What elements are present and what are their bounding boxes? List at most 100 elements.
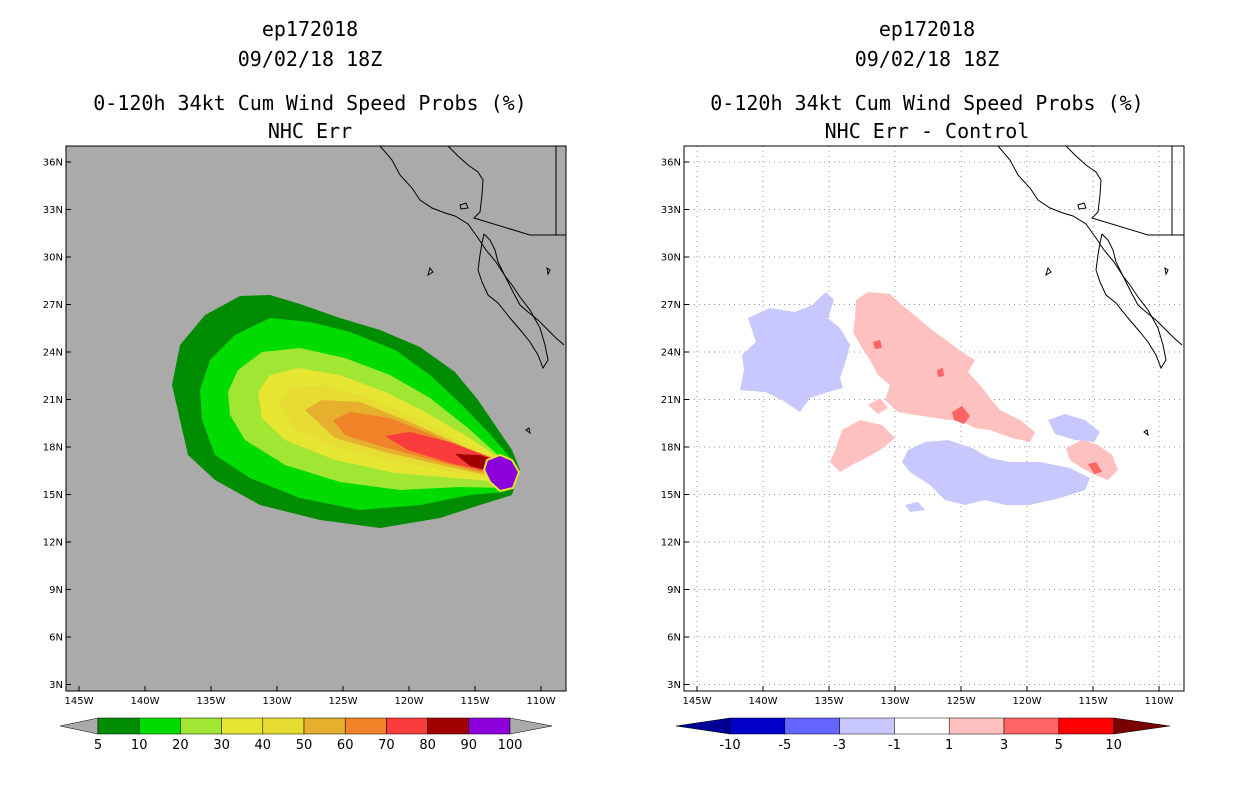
right-colorbar: -10 -5 -3 -1 1 3 5 10 xyxy=(675,717,1171,753)
left-colorbar-label: 70 xyxy=(378,738,395,753)
right-colorbar-label: -5 xyxy=(778,738,791,753)
left-colorbar-label: 30 xyxy=(213,738,230,753)
right-colorbar-label: 10 xyxy=(1105,738,1122,753)
left-lon-tick-label: 125W xyxy=(329,696,358,707)
left-colorbar-label: 5 xyxy=(94,738,102,753)
left-colorbar-swatch xyxy=(138,717,181,735)
right-lat-tick-label: 3N xyxy=(667,680,681,691)
left-lat-tick-label: 24N xyxy=(43,348,63,359)
left-lat-tick-label: 33N xyxy=(43,205,63,216)
right-colorbar-label: -10 xyxy=(719,738,740,753)
right-lat-tick-label: 6N xyxy=(667,633,681,644)
left-lon-tick-label: 110W xyxy=(527,696,556,707)
right-lat-tick-label: 9N xyxy=(667,585,681,596)
left-lon-tick-label: 115W xyxy=(461,696,490,707)
left-colorbar-swatch xyxy=(468,717,511,735)
right-map-background xyxy=(684,146,1184,691)
right-lon-tick-label: 130W xyxy=(881,696,910,707)
right-lon-tick-label: 120W xyxy=(1013,696,1042,707)
diff-negative-south xyxy=(902,440,1090,505)
right-coastline xyxy=(997,146,1184,437)
right-lat-tick-label: 36N xyxy=(661,158,681,169)
left-lat-tick-label: 27N xyxy=(43,300,63,311)
left-axis-ticks: 145W 140W 135W 130W 125W 120W 115W 110W 36N 33N 30… xyxy=(43,158,556,708)
left-colorbar-label: 10 xyxy=(131,738,148,753)
left-subtitle: NHC Err xyxy=(268,119,352,143)
diff-3pct-b xyxy=(873,340,882,349)
left-colorbar-label: 80 xyxy=(419,738,436,753)
left-lon-tick-label: 135W xyxy=(197,696,226,707)
right-colorbar-label: 1 xyxy=(945,738,953,753)
left-lon-tick-label: 120W xyxy=(395,696,424,707)
diff-3pct-a xyxy=(952,406,970,424)
left-lat-tick-label: 18N xyxy=(43,443,63,454)
right-lat-tick-label: 21N xyxy=(661,395,681,406)
left-lat-tick-label: 12N xyxy=(43,538,63,549)
diff-positive-east xyxy=(1066,440,1118,480)
right-lat-tick-label: 18N xyxy=(661,443,681,454)
right-colorbar-swatch xyxy=(1058,717,1114,735)
right-datetime: 09/02/18 18Z xyxy=(855,47,1000,71)
left-colorbar-label: 50 xyxy=(296,738,313,753)
right-colorbar-swatch xyxy=(948,717,1005,735)
left-panel: ep172018 09/02/18 18Z 0-120h 34kt Cum Wi… xyxy=(43,17,567,753)
left-lat-tick-label: 30N xyxy=(43,253,63,264)
left-colorbar-label: 40 xyxy=(255,738,272,753)
left-probability-field xyxy=(172,295,521,528)
right-panel: ep172018 09/02/18 18Z 0-120h 34kt Cum Wi… xyxy=(661,17,1185,753)
diff-3pct-c xyxy=(1088,462,1102,474)
right-colorbar-label: -1 xyxy=(888,738,901,753)
left-colorbar-swatch xyxy=(386,717,428,735)
right-lon-tick-label: 145W xyxy=(683,696,712,707)
right-subtitle: NHC Err - Control xyxy=(825,119,1030,143)
left-colorbar: 5 10 20 30 40 50 60 70 80 90 100 xyxy=(59,717,553,753)
left-lat-tick-label: 3N xyxy=(49,680,63,691)
right-product-title: 0-120h 34kt Cum Wind Speed Probs (%) xyxy=(710,91,1143,115)
right-colorbar-label: 3 xyxy=(1000,738,1008,753)
left-lat-tick-label: 36N xyxy=(43,158,63,169)
diff-negative-small xyxy=(905,502,925,512)
right-colorbar-swatch xyxy=(729,717,786,735)
right-colorbar-over-arrow xyxy=(1113,717,1171,735)
left-lat-tick-label: 6N xyxy=(49,633,63,644)
left-datetime: 09/02/18 18Z xyxy=(238,47,383,71)
left-storm-id: ep172018 xyxy=(262,17,358,41)
right-colorbar-swatch xyxy=(784,717,840,735)
left-colorbar-label: 60 xyxy=(337,738,354,753)
right-colorbar-label: -3 xyxy=(833,738,846,753)
diff-3pct-d xyxy=(937,368,944,377)
right-lon-tick-label: 125W xyxy=(947,696,976,707)
left-map-frame xyxy=(65,145,567,692)
right-lon-tick-label: 115W xyxy=(1079,696,1108,707)
left-product-title: 0-120h 34kt Cum Wind Speed Probs (%) xyxy=(93,91,526,115)
left-colorbar-swatch xyxy=(180,717,222,735)
left-lat-tick-label: 15N xyxy=(43,490,63,501)
left-colorbar-label: 100 xyxy=(498,738,523,753)
right-colorbar-under-arrow xyxy=(675,717,731,735)
right-lat-tick-label: 24N xyxy=(661,348,681,359)
right-colorbar-label: 5 xyxy=(1055,738,1063,753)
left-colorbar-under-arrow xyxy=(59,717,99,735)
right-lon-tick-label: 140W xyxy=(749,696,778,707)
right-colorbar-swatch xyxy=(894,717,950,735)
right-lat-tick-label: 27N xyxy=(661,300,681,311)
right-lon-tick-label: 110W xyxy=(1145,696,1174,707)
right-lon-tick-label: 135W xyxy=(815,696,844,707)
right-colorbar-swatch xyxy=(1003,717,1060,735)
right-lat-tick-label: 15N xyxy=(661,490,681,501)
right-lat-tick-label: 12N xyxy=(661,538,681,549)
right-axis-ticks: 145W 140W 135W 130W 125W 120W 115W 110W 36N 33N 30… xyxy=(661,158,1174,708)
diff-positive-small xyxy=(868,398,888,414)
left-lat-tick-label: 9N xyxy=(49,585,63,596)
right-lat-tick-label: 30N xyxy=(661,253,681,264)
prob-contour-90 xyxy=(482,453,521,493)
left-colorbar-over-arrow xyxy=(509,717,553,735)
left-lon-tick-label: 130W xyxy=(263,696,292,707)
left-lon-tick-label: 140W xyxy=(131,696,160,707)
left-colorbar-swatch xyxy=(97,717,140,735)
right-lat-tick-label: 33N xyxy=(661,205,681,216)
left-colorbar-swatch xyxy=(221,717,264,735)
right-colorbar-swatch xyxy=(839,717,895,735)
right-difference-field xyxy=(740,292,1118,512)
